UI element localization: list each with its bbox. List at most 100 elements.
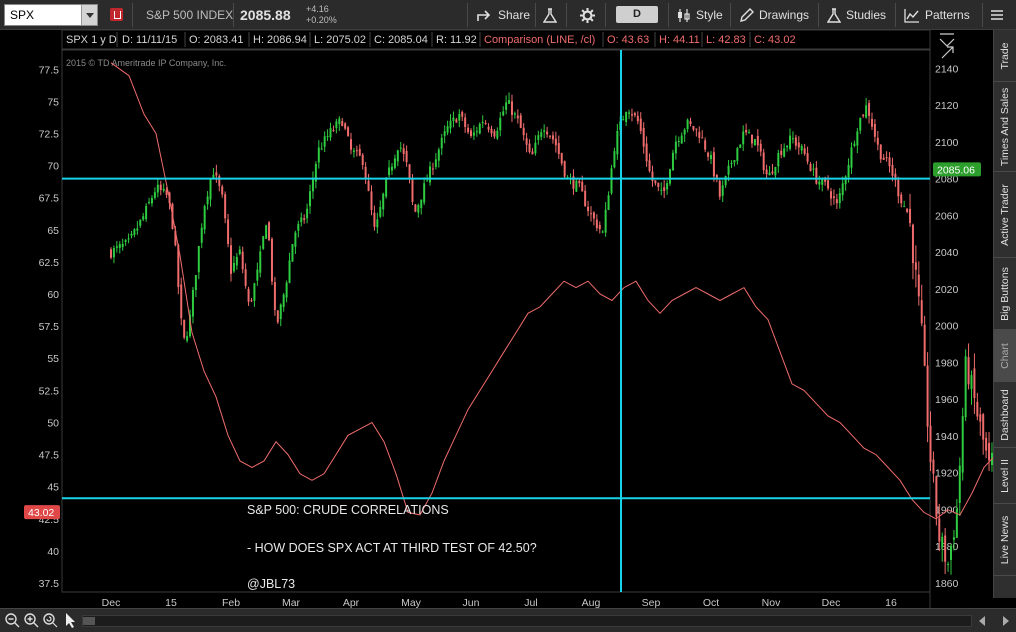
candle-body	[361, 154, 364, 166]
left-axis-tick: 60	[47, 289, 59, 301]
side-tab-live-news[interactable]: Live News	[994, 504, 1016, 576]
candle-body	[320, 148, 323, 150]
time-axis-tick: Feb	[222, 597, 240, 608]
zoom-in-icon[interactable]	[23, 612, 40, 629]
candle-body	[724, 175, 727, 186]
candle-body	[142, 216, 145, 220]
chart-area[interactable]: SPX 1 y D D: 11/11/15 O: 2083.41 H: 2086…	[0, 30, 993, 608]
share-button[interactable]: Share	[477, 3, 530, 27]
expand-icon[interactable]	[941, 46, 954, 59]
drawings-button[interactable]: Drawings	[739, 3, 809, 27]
settings-button[interactable]	[580, 3, 595, 27]
side-tab-trade[interactable]: Trade	[994, 30, 1016, 82]
candle-body	[917, 274, 920, 297]
candle-body	[800, 145, 803, 151]
candle-body	[777, 153, 780, 167]
left-axis-tick: 70	[47, 161, 59, 173]
candle-body	[250, 300, 253, 302]
candle-body	[891, 164, 894, 176]
candle-body	[150, 198, 153, 204]
candle-body	[405, 150, 408, 163]
zoom-reset-icon[interactable]	[42, 612, 59, 629]
toolbar-divider	[895, 3, 896, 27]
cursor-icon[interactable]	[64, 612, 78, 629]
menu-button[interactable]	[990, 3, 1004, 27]
candle-body	[835, 199, 838, 204]
candle-body	[344, 123, 347, 129]
candle-body	[455, 119, 458, 123]
scroll-left-icon[interactable]	[978, 615, 986, 627]
time-axis-tick: Jul	[524, 597, 537, 608]
candle-body	[350, 139, 352, 150]
symbol-input[interactable]: SPX	[10, 8, 35, 22]
candle-body	[388, 167, 391, 176]
pencil-icon	[740, 7, 754, 22]
side-tab-dashboard[interactable]: Dashboard	[994, 382, 1016, 448]
candle-body	[906, 208, 909, 212]
candle-body	[850, 147, 853, 168]
candle-body	[121, 243, 124, 248]
time-axis-tick: May	[401, 597, 422, 608]
candle-body	[745, 129, 748, 133]
chart-close: C: 2085.04	[374, 34, 428, 46]
right-axis-tick: 2000	[935, 321, 959, 333]
candle-body	[238, 249, 241, 254]
side-tab-chart[interactable]: Chart	[994, 330, 1016, 382]
side-tab-times-and-sales[interactable]: Times And Sales	[994, 82, 1016, 172]
symbol-selector[interactable]: SPX	[4, 4, 98, 26]
candle-body	[806, 153, 809, 162]
candle-body	[285, 282, 288, 298]
annotation-question[interactable]: - HOW DOES SPX ACT AT THIRD TEST OF 42.5…	[247, 541, 537, 555]
left-axis-tick: 65	[47, 225, 59, 237]
scrollbar-thumb[interactable]	[83, 617, 95, 625]
flask-button[interactable]	[543, 3, 557, 27]
side-tab-big-buttons[interactable]: Big Buttons	[994, 258, 1016, 330]
candle-body	[508, 100, 511, 104]
annotation-author[interactable]: @JBL73	[247, 577, 295, 591]
horizontal-lines[interactable]	[62, 177, 930, 500]
studies-button[interactable]: Studies	[827, 3, 886, 27]
candle-body	[513, 113, 516, 115]
candle-body	[390, 166, 393, 171]
candle-body	[897, 179, 900, 197]
candle-body	[979, 414, 982, 422]
spx-candles	[110, 92, 993, 575]
candle-body	[847, 165, 850, 178]
patterns-button[interactable]: Patterns	[904, 3, 970, 27]
candle-body	[762, 152, 765, 171]
candle-body	[402, 148, 405, 154]
aggregation-button[interactable]: D	[616, 6, 658, 23]
collapse-icon[interactable]	[939, 33, 955, 47]
time-scrollbar[interactable]	[82, 615, 972, 627]
candle-body	[139, 219, 142, 226]
candle-body	[967, 357, 970, 385]
candle-body	[452, 117, 455, 121]
candle-body	[704, 140, 707, 150]
candle-body	[868, 103, 871, 116]
zoom-out-icon[interactable]	[4, 612, 21, 629]
candle-body	[739, 144, 742, 148]
candle-body	[961, 416, 964, 473]
candle-body	[660, 189, 663, 191]
scroll-right-icon[interactable]	[1002, 615, 1010, 627]
company-name: S&P 500 INDEX	[146, 8, 234, 22]
time-axis-tick: Jun	[463, 597, 480, 608]
candle-body	[235, 256, 238, 266]
candle-body	[332, 130, 335, 132]
candle-body	[352, 150, 355, 153]
side-tab-active-trader[interactable]: Active Trader	[994, 172, 1016, 258]
time-axis-tick: Oct	[703, 597, 719, 608]
left-axis-tick: 75	[47, 96, 59, 108]
candle-body	[651, 171, 654, 182]
chevron-down-icon[interactable]	[81, 5, 97, 25]
left-axis-tick: 67.5	[39, 193, 60, 205]
alert-badge-icon[interactable]	[110, 8, 123, 21]
side-tab-label: Big Buttons	[999, 266, 1011, 321]
side-tab-level-ii[interactable]: Level II	[994, 448, 1016, 504]
annotation-title[interactable]: S&P 500: CRUDE CORRELATIONS	[247, 503, 449, 517]
candle-body	[335, 121, 338, 129]
candle-body	[472, 132, 475, 136]
style-button[interactable]: Style	[677, 3, 723, 27]
candle-body	[888, 157, 891, 167]
candle-body	[347, 127, 350, 136]
